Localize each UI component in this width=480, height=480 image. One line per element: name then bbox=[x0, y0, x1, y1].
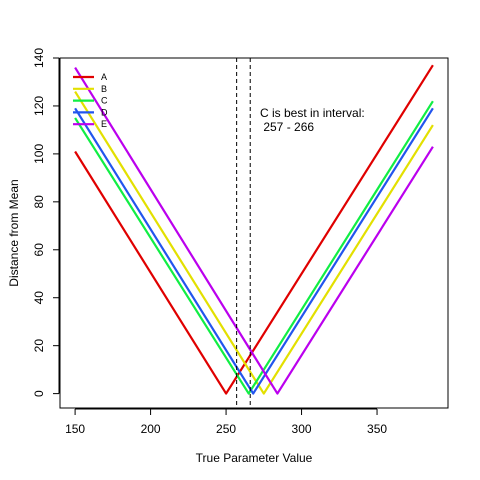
y-tick-label: 140 bbox=[32, 48, 46, 68]
x-tick-label: 250 bbox=[216, 422, 236, 436]
y-tick-label: 80 bbox=[32, 195, 46, 209]
x-axis: 150 200 250 300 350 bbox=[65, 409, 387, 436]
annotation-line-1: C is best in interval: bbox=[260, 106, 365, 120]
legend-label-A: A bbox=[101, 72, 107, 82]
y-tick-label: 120 bbox=[32, 96, 46, 116]
series-line-E bbox=[75, 68, 433, 394]
y-axis: 0 20 40 60 80 100 120 140 bbox=[32, 48, 59, 397]
interval-lines bbox=[237, 58, 251, 408]
series-layer bbox=[75, 65, 433, 393]
y-tick-label: 0 bbox=[32, 390, 46, 397]
y-tick-label: 40 bbox=[32, 291, 46, 305]
x-tick-label: 150 bbox=[65, 422, 85, 436]
x-tick-label: 300 bbox=[292, 422, 312, 436]
x-tick-label: 200 bbox=[141, 422, 161, 436]
y-axis-title: Distance from Mean bbox=[7, 179, 21, 286]
y-tick-label: 100 bbox=[32, 144, 46, 164]
series-line-A bbox=[75, 65, 433, 393]
legend-label-B: B bbox=[101, 84, 107, 94]
annotation-line-2: 257 - 266 bbox=[260, 120, 314, 134]
legend-label-D: D bbox=[101, 107, 108, 117]
y-tick-label: 60 bbox=[32, 243, 46, 257]
x-tick-label: 350 bbox=[367, 422, 387, 436]
y-tick-label: 20 bbox=[32, 339, 46, 353]
legend-label-E: E bbox=[101, 119, 107, 129]
x-axis-title: True Parameter Value bbox=[196, 451, 313, 465]
legend-label-C: C bbox=[101, 96, 108, 106]
